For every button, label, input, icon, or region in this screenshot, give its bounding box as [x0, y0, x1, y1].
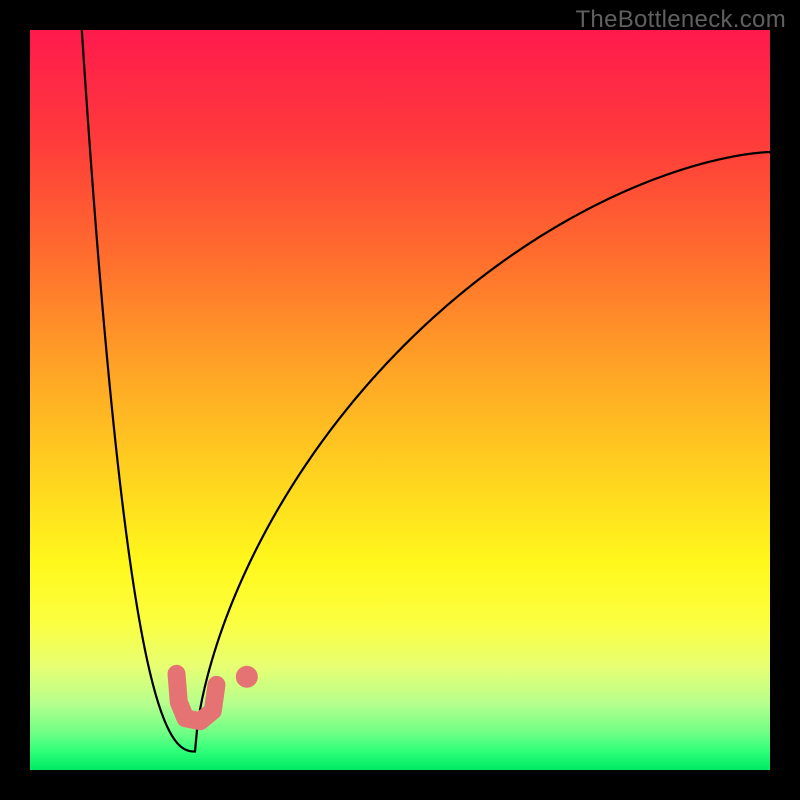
gradient-background: [30, 30, 770, 770]
highlight-dot: [236, 666, 258, 688]
plot-svg: [0, 0, 800, 800]
bottleneck-chart: TheBottleneck.com: [0, 0, 800, 800]
watermark-text: TheBottleneck.com: [575, 6, 786, 34]
